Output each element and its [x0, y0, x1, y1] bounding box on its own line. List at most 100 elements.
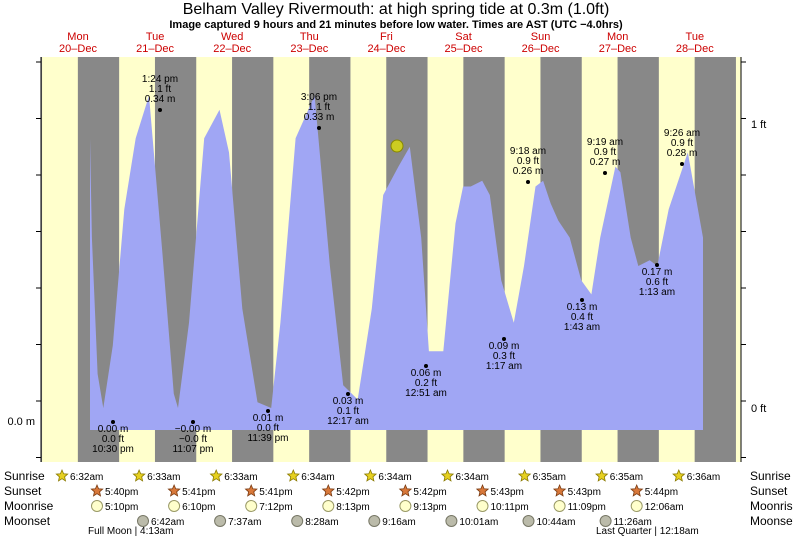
low-label: 0.4 ft	[571, 312, 593, 323]
moonset-time: 11:26am	[614, 517, 652, 528]
moonrise-icon	[91, 500, 103, 512]
left-axis-label: 0.0 m	[7, 416, 35, 428]
low-point	[502, 337, 506, 341]
high-point	[317, 126, 321, 130]
sunrise-time: 6:32am	[70, 472, 103, 483]
tide-area-path	[90, 95, 703, 430]
moonrise-time: 7:12pm	[259, 502, 292, 513]
moonrise-time: 5:10pm	[105, 502, 138, 513]
moonset-time: 7:37am	[228, 517, 261, 528]
low-label: 1:43 am	[564, 322, 600, 333]
high-label: 0.9 ft	[517, 156, 539, 167]
day-name: Sun	[531, 31, 551, 43]
day-date: 20–Dec	[59, 43, 97, 55]
sunset-icon	[398, 483, 413, 497]
axes: 0.0 m 0 ft 1 ft	[7, 57, 766, 462]
sunrise-time: 6:33am	[147, 472, 180, 483]
high-label: 3:06 pm	[301, 92, 337, 103]
day-date: 26–Dec	[522, 43, 560, 55]
day-date: 28–Dec	[676, 43, 714, 55]
sunset-time: 5:44pm	[645, 487, 678, 498]
low-label: 12:17 am	[327, 416, 369, 427]
moonset-icon	[522, 515, 535, 527]
moonrise-time: 10:11pm	[491, 502, 529, 513]
high-label: 9:18 am	[510, 146, 546, 157]
moonset-icon	[137, 515, 149, 527]
sunset-time: 5:40pm	[105, 487, 138, 498]
day-date: 27–Dec	[599, 43, 637, 55]
moonset-icon	[214, 515, 227, 527]
moon-phase-label: Full Moon | 4:13am	[88, 526, 173, 537]
tide-extremes: 1:24 pm1.1 ft0.34 m 3:06 pm1.1 ft0.33 m9:…	[92, 74, 700, 455]
moonrise-icon	[476, 500, 489, 512]
high-label: 9:26 am	[664, 128, 700, 139]
day-name: Sat	[455, 31, 472, 43]
low-label: 0.3 ft	[493, 351, 515, 362]
moonset-time: 10:44am	[537, 517, 576, 528]
moonset-icon	[445, 515, 458, 527]
moonset-time: 9:16am	[382, 517, 415, 528]
row-label-moonrise: Moonrise	[4, 499, 54, 513]
sunset-icon	[552, 483, 567, 497]
day-name: Tue	[686, 31, 705, 43]
sunset-time: 5:42pm	[336, 487, 369, 498]
sunset-time: 5:41pm	[259, 487, 292, 498]
high-label: 0.33 m	[304, 112, 335, 123]
sunrise-icon	[517, 468, 532, 482]
low-label: −0.00 m	[175, 424, 211, 435]
low-label: 0.01 m	[253, 413, 284, 424]
sunrise-icon	[672, 468, 686, 482]
high-label: 9:19 am	[587, 137, 623, 148]
chart-title: Belham Valley Rivermouth: at high spring…	[183, 1, 610, 18]
sunrise-icon	[286, 468, 300, 482]
moonset-time: 10:01am	[459, 517, 498, 528]
day-name: Mon	[607, 31, 628, 43]
high-point	[680, 162, 684, 166]
sunrise-icon	[595, 468, 609, 482]
high-label: 0.28 m	[667, 148, 698, 159]
day-name: Fri	[380, 31, 393, 43]
low-label: 0.17 m	[642, 267, 673, 278]
day-date: 21–Dec	[136, 43, 174, 55]
moonrise-time: 9:13pm	[413, 502, 446, 513]
low-label: 0.1 ft	[337, 406, 359, 417]
low-point	[111, 420, 115, 424]
row-label-sunset-right: Sunset	[750, 484, 788, 498]
day-date: 22–Dec	[213, 43, 251, 55]
sunrise-time: 6:35am	[533, 472, 566, 483]
row-label-moonset-right: Moonset	[750, 514, 793, 528]
daylight-band	[735, 57, 741, 462]
moonset-time: 8:28am	[305, 517, 338, 528]
moonset-icon	[291, 515, 304, 527]
chart-subtitle: Image captured 9 hours and 21 minutes be…	[169, 19, 623, 31]
tide-area	[90, 95, 703, 430]
row-label-sunset: Sunset	[4, 484, 42, 498]
day-labels: Mon20–DecTue21–DecWed22–DecThu23–DecFri2…	[59, 31, 714, 55]
moonrise-time: 6:10pm	[182, 502, 215, 513]
low-label: 0.0 ft	[257, 423, 279, 434]
moon-phase-label: Last Quarter | 12:18am	[596, 526, 699, 537]
sunrise-time: 6:35am	[610, 472, 643, 483]
low-label: 0.6 ft	[646, 277, 668, 288]
high-point	[603, 171, 607, 175]
high-point	[526, 180, 530, 184]
high-label: 0.26 m	[513, 166, 544, 177]
high-label: 1:24 pm	[142, 74, 178, 85]
sunset-icon	[244, 483, 258, 497]
sunset-time: 5:43pm	[568, 487, 601, 498]
sunset-time: 5:43pm	[491, 487, 524, 498]
sunrise-time: 6:36am	[687, 472, 720, 483]
moonrise-time: 11:09pm	[568, 502, 606, 513]
sunset-icon	[630, 483, 644, 497]
low-point	[346, 392, 350, 396]
daylight-band	[42, 57, 78, 462]
low-label: 1:13 am	[639, 287, 675, 298]
day-date: 24–Dec	[367, 43, 405, 55]
day-name: Tue	[146, 31, 165, 43]
sunrise-icon	[363, 468, 378, 482]
row-label-moonrise-right: Moonrise	[750, 499, 793, 513]
low-label: 0.00 m	[98, 424, 129, 435]
moonset-time: 6:42am	[151, 517, 184, 528]
